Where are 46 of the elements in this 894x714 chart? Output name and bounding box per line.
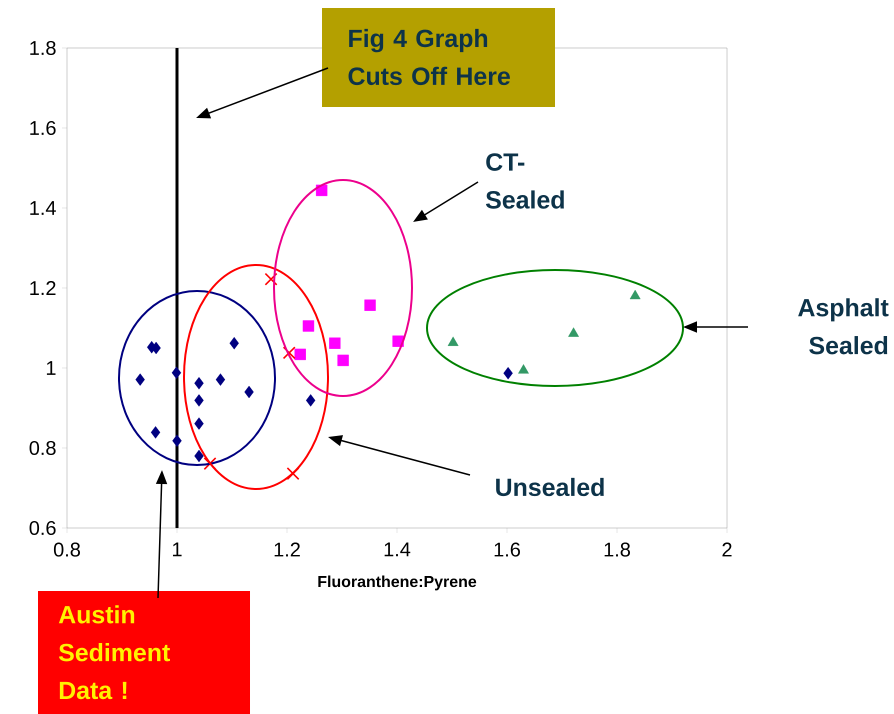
x-tick-label: 2: [722, 542, 732, 556]
x-tick-label: 0.8: [54, 542, 80, 557]
point: [448, 336, 458, 346]
point: [630, 290, 641, 300]
annotation: Fig 4 Graph Cuts Off Here: [348, 28, 510, 86]
y-tick-label: 1: [46, 361, 56, 375]
annotation: CT-Sealed: [486, 153, 564, 209]
x-axis-title: Fluoranthene:Pyrene: [318, 575, 476, 590]
y-tick-label: 1.6: [30, 120, 56, 136]
point: [172, 366, 182, 379]
point: [230, 336, 239, 350]
point: [135, 373, 145, 386]
point: [568, 327, 579, 337]
y-tick-label: 1.4: [30, 201, 56, 215]
point: [172, 434, 182, 447]
point: [518, 364, 529, 374]
x-tick-label: 1.8: [604, 542, 630, 557]
y-tick-label: 0.6: [30, 520, 56, 536]
y-tick-label: 0.8: [30, 440, 56, 456]
text: Austin Sediment Data !: [58, 605, 170, 700]
x-tick-label: 1.6: [494, 542, 520, 557]
point: [194, 394, 204, 407]
x-tick-label: 1: [172, 542, 182, 556]
y-tick-label: 1.8: [30, 40, 56, 56]
point: [194, 376, 204, 390]
x-tick-label: 1.4: [384, 542, 410, 556]
point: [329, 337, 341, 349]
point: [194, 417, 204, 430]
point: [302, 320, 314, 332]
annotation: Unsealed: [496, 478, 604, 496]
point: [194, 450, 204, 462]
point: [204, 457, 216, 470]
point: [264, 272, 278, 286]
point: [216, 373, 226, 386]
point: [294, 348, 306, 360]
point: [306, 394, 316, 407]
point: [503, 366, 513, 380]
point: [150, 426, 160, 439]
y-tick-label: 1.2: [30, 281, 56, 295]
point: [337, 354, 349, 366]
point: [244, 386, 254, 398]
text: Asphalt Sealed: [798, 298, 888, 354]
point: [286, 467, 300, 480]
x-tick-label: 1.2: [274, 542, 300, 556]
point: [364, 299, 376, 311]
point: [282, 346, 296, 360]
